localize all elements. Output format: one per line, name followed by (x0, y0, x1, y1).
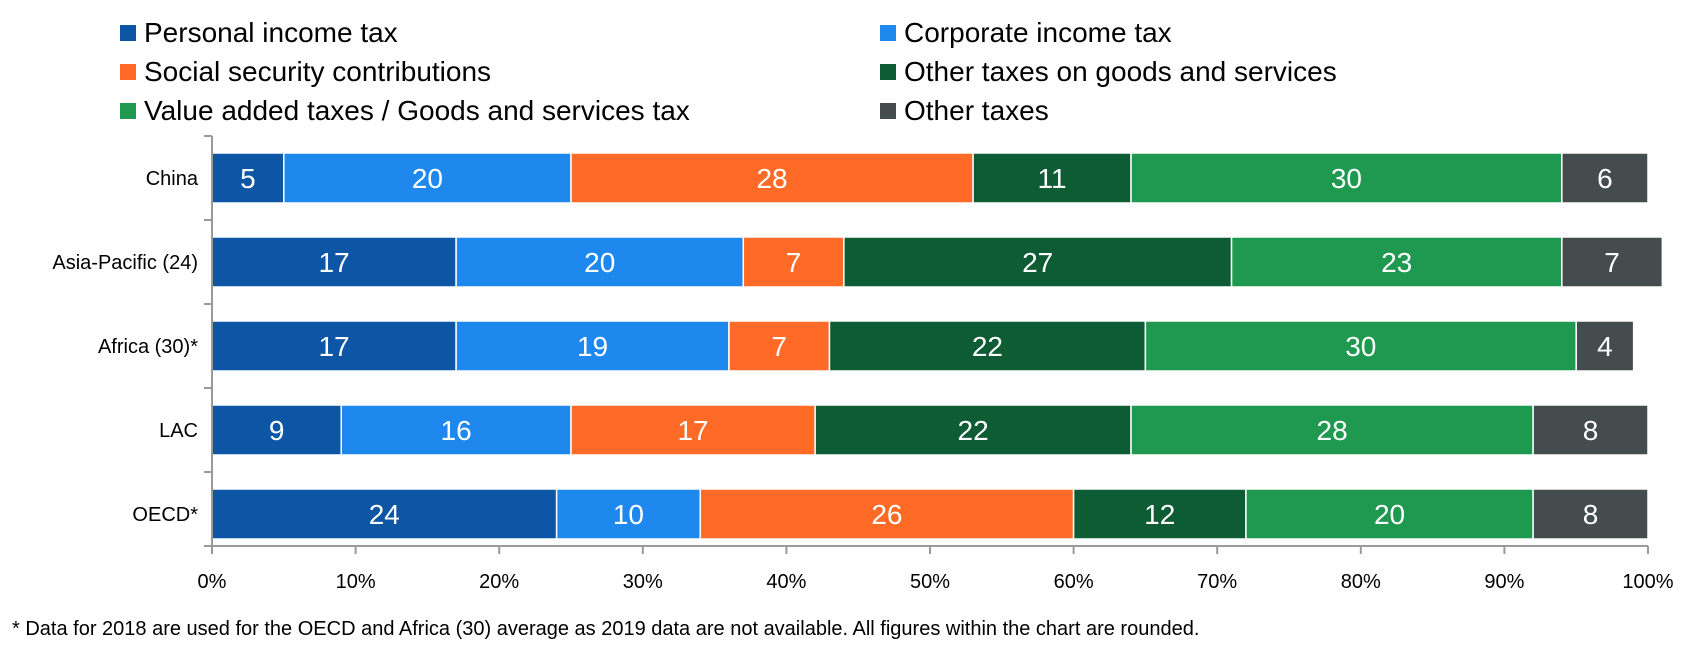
x-tick-label: 90% (1484, 571, 1524, 593)
legend-item-corporate-income-tax: Corporate income tax (880, 16, 1172, 50)
x-tick-label: 70% (1197, 571, 1237, 593)
data-label: 12 (1144, 499, 1175, 530)
legend-label: Personal income tax (144, 17, 398, 48)
data-label: 23 (1381, 247, 1412, 278)
x-tick-label: 40% (766, 571, 806, 593)
legend-swatch (120, 64, 136, 80)
legend-swatch (120, 25, 136, 41)
data-label: 16 (441, 415, 472, 446)
data-label: 20 (584, 247, 615, 278)
bar-oecd-corporate-income-tax (555, 488, 701, 540)
bar-lac-social-security-contributions (570, 404, 816, 456)
chart-footnote: * Data for 2018 are used for the OECD an… (12, 618, 1200, 640)
bar-asia-pacific-24-other-taxes-on-goods-and-services (843, 236, 1233, 288)
bar-oecd-personal-income-tax (211, 488, 558, 540)
bar-asia-pacific-24-corporate-income-tax (455, 236, 745, 288)
legend-label: Social security contributions (144, 56, 492, 87)
legend-item-personal-income-tax: Personal income tax (120, 16, 398, 50)
category-label: Asia-Pacific (24) (52, 252, 198, 274)
x-tick-label: 80% (1341, 571, 1381, 593)
data-label: 7 (771, 331, 787, 362)
data-label: 19 (577, 331, 608, 362)
data-label: 7 (786, 247, 802, 278)
category-label: OECD* (132, 504, 198, 526)
data-label: 22 (972, 331, 1003, 362)
bar-china-corporate-income-tax (283, 152, 572, 204)
x-tick-label: 0% (198, 571, 227, 593)
legend-swatch (880, 25, 896, 41)
data-label: 4 (1597, 331, 1613, 362)
data-label: 30 (1345, 331, 1376, 362)
bar-oecd-value-added-taxes-goods-and-services-tax (1245, 488, 1534, 540)
bar-africa-30-other-taxes-on-goods-and-services (828, 320, 1147, 372)
data-label: 30 (1331, 163, 1362, 194)
data-label: 28 (756, 163, 787, 194)
bar-lac-other-taxes (1532, 404, 1649, 456)
data-label: 17 (318, 331, 349, 362)
bar-africa-30-social-security-contributions (728, 320, 831, 372)
data-label: 20 (1374, 499, 1405, 530)
data-label: 28 (1317, 415, 1348, 446)
bar-asia-pacific-24-other-taxes (1561, 236, 1664, 288)
bar-africa-30-other-taxes (1575, 320, 1635, 372)
bar-china-other-taxes-on-goods-and-services (972, 152, 1132, 204)
data-label: 8 (1583, 415, 1599, 446)
x-tick-label: 30% (623, 571, 663, 593)
data-label: 22 (958, 415, 989, 446)
stacked-bar-chart: 5 20 28 11 30 6 China 17 20 7 27 23 7 Asia-Pacific (2… (52, 135, 1674, 593)
category-label: Africa (30)* (98, 336, 198, 358)
data-label: 11 (1038, 163, 1067, 194)
data-label: 20 (412, 163, 443, 194)
legend-item-other-taxes: Other taxes (880, 94, 1049, 128)
bar-china-other-taxes (1561, 152, 1649, 204)
bar-oecd-other-taxes (1532, 488, 1649, 540)
data-label: 17 (318, 247, 349, 278)
data-label: 10 (613, 499, 644, 530)
bar-oecd-social-security-contributions (699, 488, 1075, 540)
data-label: 8 (1583, 499, 1599, 530)
x-tick-label: 60% (1054, 571, 1094, 593)
category-label: China (146, 168, 199, 190)
legend-label: Other taxes (904, 95, 1049, 126)
legend-item-social-security-contributions: Social security contributions (120, 55, 491, 89)
legend-label: Value added taxes / Goods and services t… (144, 95, 690, 126)
data-label: 24 (369, 499, 400, 530)
bar-china-personal-income-tax (211, 152, 285, 204)
legend-swatch (120, 103, 136, 119)
legend-label: Other taxes on goods and services (904, 56, 1337, 87)
bar-africa-30-value-added-taxes-goods-and-services-tax (1144, 320, 1577, 372)
x-tick-label: 10% (336, 571, 376, 593)
x-tick-label: 20% (479, 571, 519, 593)
data-label: 7 (1604, 247, 1620, 278)
legend-swatch (880, 103, 896, 119)
data-label: 5 (240, 163, 256, 194)
x-tick-label: 50% (910, 571, 950, 593)
legend-swatch (880, 64, 896, 80)
data-label: 6 (1597, 163, 1613, 194)
bar-africa-30-corporate-income-tax (455, 320, 730, 372)
legend-label: Corporate income tax (904, 17, 1172, 48)
data-label: 17 (677, 415, 708, 446)
legend-item-other-taxes-on-goods-and-services: Other taxes on goods and services (880, 55, 1337, 89)
category-label: LAC (159, 420, 198, 442)
bar-asia-pacific-24-social-security-contributions (742, 236, 845, 288)
bar-china-social-security-contributions (570, 152, 974, 204)
data-label: 27 (1022, 247, 1053, 278)
bar-china-value-added-taxes-goods-and-services-tax (1130, 152, 1563, 204)
bar-lac-corporate-income-tax (340, 404, 572, 456)
legend-item-value-added-taxes-goods-and-services-tax: Value added taxes / Goods and services t… (120, 94, 690, 128)
bar-asia-pacific-24-value-added-taxes-goods-and-services-tax (1230, 236, 1563, 288)
data-label: 26 (871, 499, 902, 530)
data-label: 9 (269, 415, 285, 446)
x-tick-label: 100% (1622, 571, 1673, 593)
